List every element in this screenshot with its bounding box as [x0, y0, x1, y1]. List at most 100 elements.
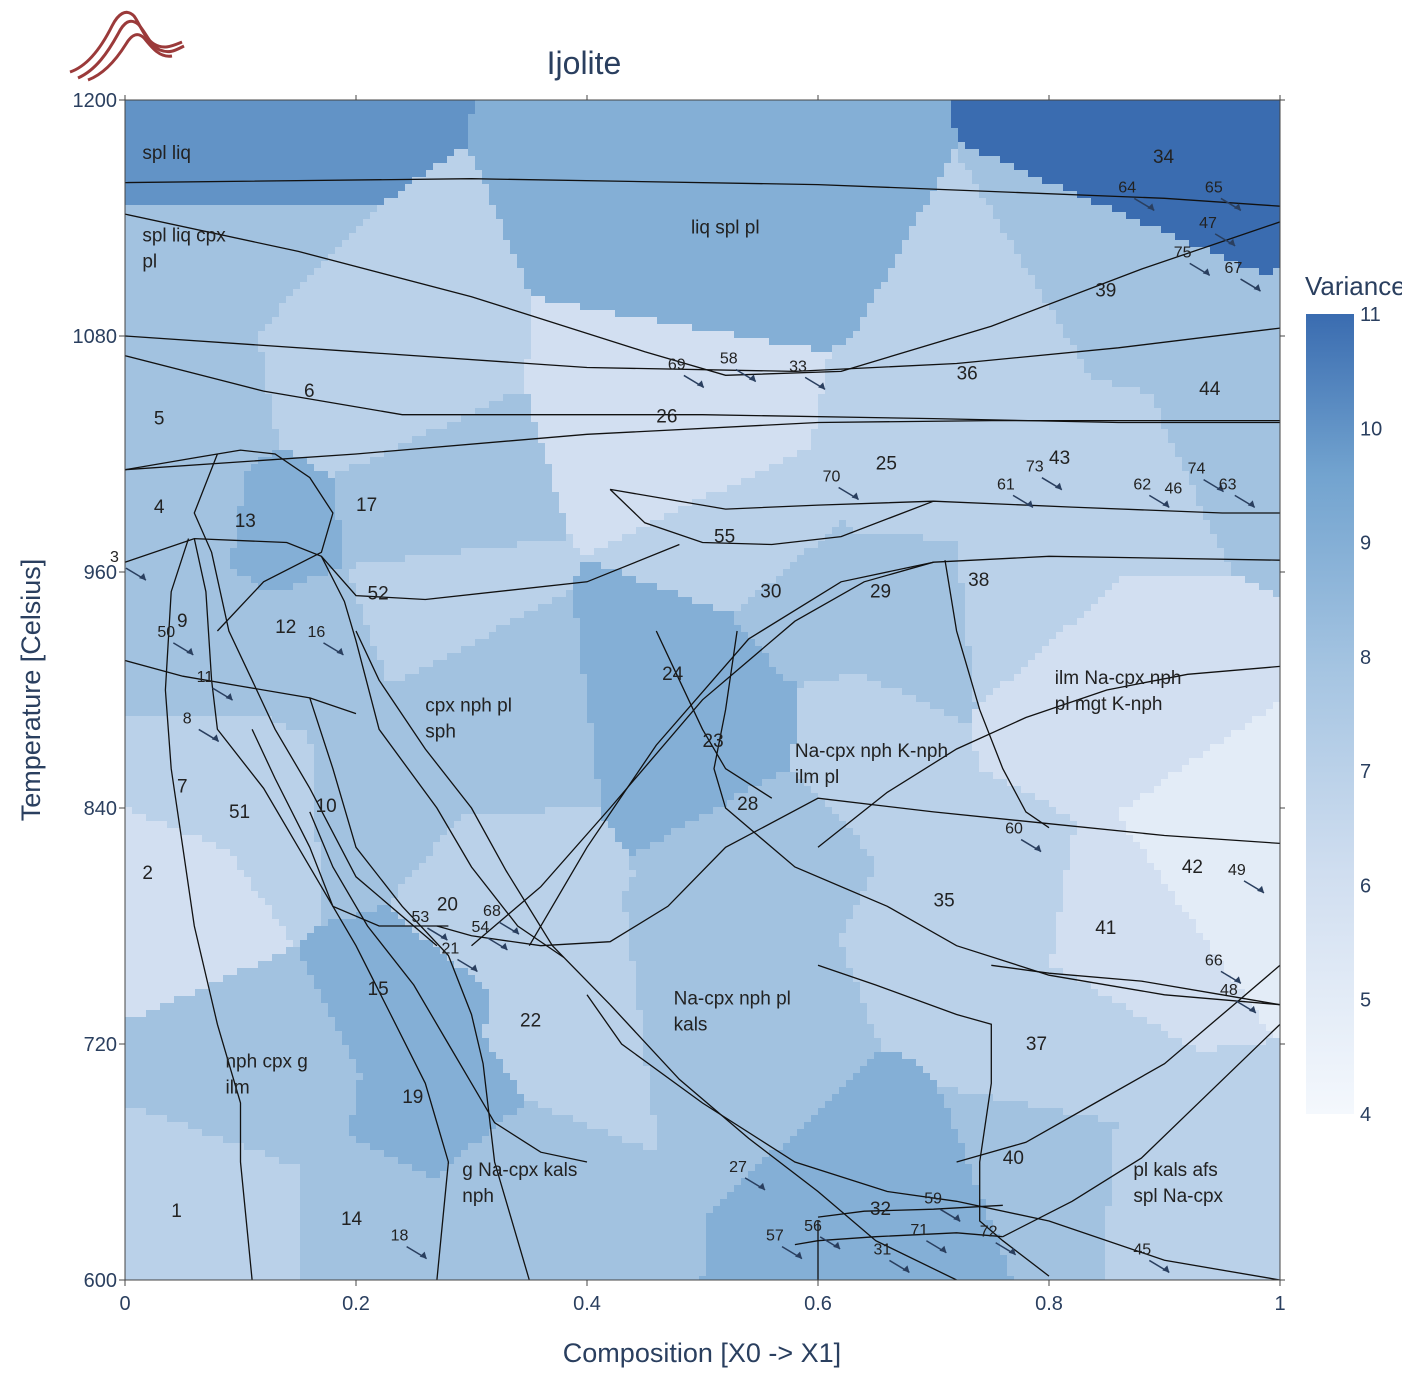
variance-cell — [237, 149, 245, 157]
variance-cell — [181, 233, 189, 241]
variance-cell — [328, 744, 336, 752]
variance-cell — [167, 1276, 175, 1280]
variance-cell — [265, 898, 273, 906]
variance-cell — [300, 478, 308, 486]
variance-cell — [139, 485, 147, 493]
variance-cell — [237, 912, 245, 920]
variance-cell — [258, 688, 266, 696]
variance-cell — [300, 114, 308, 122]
variance-cell — [244, 611, 252, 619]
variance-cell — [188, 142, 196, 150]
variance-cell — [300, 1066, 308, 1074]
variance-cell — [307, 947, 315, 955]
variance-cell — [223, 912, 231, 920]
variance-cell — [300, 1171, 308, 1179]
variance-cell — [167, 261, 175, 269]
variance-cell — [209, 870, 217, 878]
variance-cell — [195, 513, 203, 521]
variance-cell — [265, 891, 273, 899]
variance-cell — [251, 702, 259, 710]
variance-cell — [216, 275, 224, 283]
variance-cell — [146, 492, 154, 500]
variance-cell — [188, 212, 196, 220]
variance-cell — [265, 289, 273, 297]
variance-cell — [286, 842, 294, 850]
variance-cell — [202, 212, 210, 220]
variance-cell — [146, 184, 154, 192]
variance-cell — [321, 821, 329, 829]
variance-cell — [188, 688, 196, 696]
variance-cell — [321, 695, 329, 703]
variance-cell — [321, 1199, 329, 1207]
variance-cell — [314, 618, 322, 626]
variance-cell — [279, 555, 287, 563]
variance-cell — [237, 1073, 245, 1081]
variance-cell — [132, 793, 140, 801]
variance-cell — [272, 380, 280, 388]
variance-cell — [286, 296, 294, 304]
variance-cell — [181, 905, 189, 913]
variance-cell — [223, 1101, 231, 1109]
variance-cell — [300, 408, 308, 416]
variance-cell — [230, 723, 238, 731]
variance-cell — [230, 450, 238, 458]
variance-cell — [195, 800, 203, 808]
variance-cell — [153, 737, 161, 745]
variance-cell — [125, 219, 133, 227]
variance-cell — [181, 1255, 189, 1263]
variance-cell — [223, 1269, 231, 1277]
variance-cell — [160, 996, 168, 1004]
variance-cell — [132, 758, 140, 766]
variance-cell — [286, 814, 294, 822]
variance-cell — [258, 961, 266, 969]
variance-cell — [314, 548, 322, 556]
variance-cell — [160, 793, 168, 801]
variance-cell — [244, 856, 252, 864]
variance-cell — [202, 877, 210, 885]
variance-cell — [160, 471, 168, 479]
variance-cell — [174, 1010, 182, 1018]
variance-cell — [132, 296, 140, 304]
variance-cell — [188, 198, 196, 206]
variance-cell — [258, 842, 266, 850]
variance-cell — [265, 254, 273, 262]
variance-cell — [237, 534, 245, 542]
variance-cell — [293, 730, 301, 738]
variance-cell — [244, 310, 252, 318]
variance-cell — [160, 688, 168, 696]
variance-cell — [209, 149, 217, 157]
variance-cell — [244, 331, 252, 339]
variance-cell — [160, 933, 168, 941]
variance-cell — [244, 744, 252, 752]
variance-cell — [216, 667, 224, 675]
variance-cell — [216, 905, 224, 913]
variance-cell — [230, 156, 238, 164]
variance-cell — [307, 597, 315, 605]
variance-cell — [244, 912, 252, 920]
variance-cell — [230, 464, 238, 472]
variance-cell — [286, 737, 294, 745]
variance-cell — [265, 1199, 273, 1207]
variance-cell — [244, 1255, 252, 1263]
variance-cell — [202, 793, 210, 801]
variance-cell — [265, 940, 273, 948]
variance-cell — [188, 394, 196, 402]
variance-cell — [146, 429, 154, 437]
variance-cell — [153, 457, 161, 465]
variance-cell — [286, 849, 294, 857]
variance-cell — [132, 1108, 140, 1116]
variance-cell — [160, 331, 168, 339]
variance-cell — [321, 961, 329, 969]
variance-cell — [293, 212, 301, 220]
variance-cell — [153, 282, 161, 290]
variance-cell — [139, 786, 147, 794]
variance-cell — [216, 590, 224, 598]
variance-cell — [223, 324, 231, 332]
variance-cell — [251, 135, 259, 143]
variance-cell — [314, 1276, 322, 1280]
variance-cell — [174, 688, 182, 696]
variance-cell — [216, 1276, 224, 1280]
variance-cell — [160, 205, 168, 213]
variance-cell — [272, 723, 280, 731]
variance-cell — [237, 674, 245, 682]
